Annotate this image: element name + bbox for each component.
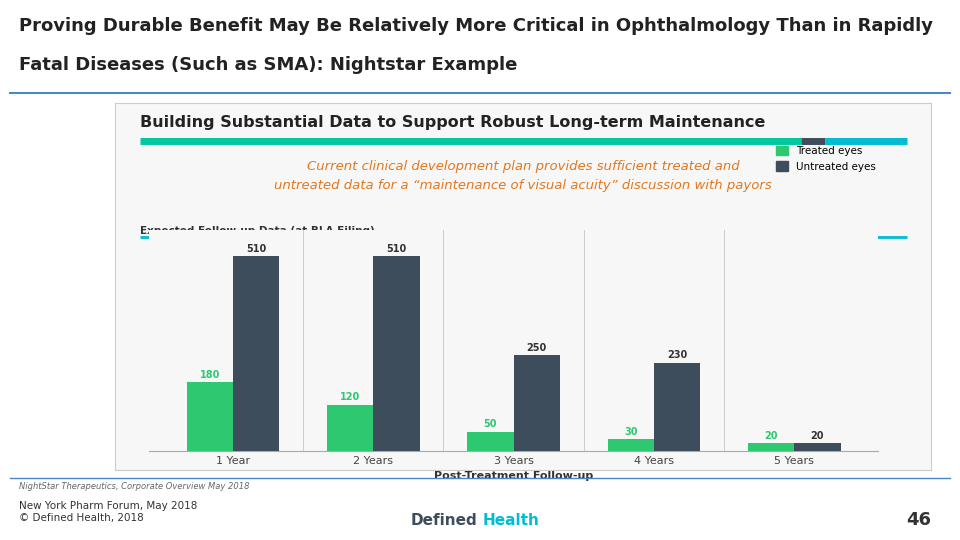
Text: Health: Health [483, 513, 540, 528]
Text: 250: 250 [527, 343, 547, 353]
Text: Fatal Diseases (Such as SMA): Nightstar Example: Fatal Diseases (Such as SMA): Nightstar … [19, 56, 517, 75]
Text: 46: 46 [906, 511, 931, 529]
Text: Proving Durable Benefit May Be Relatively More Critical in Ophthalmology Than in: Proving Durable Benefit May Be Relativel… [19, 17, 933, 36]
Bar [608, 440, 654, 451]
Bar [327, 405, 373, 451]
Bar [468, 432, 514, 451]
Text: New York Pharm Forum, May 2018
© Defined Health, 2018: New York Pharm Forum, May 2018 © Defined… [19, 501, 198, 523]
Text: Expected Follow-up Data (at BLA Filing): Expected Follow-up Data (at BLA Filing) [139, 226, 374, 235]
Text: 120: 120 [340, 393, 360, 402]
Text: 230: 230 [667, 350, 687, 360]
Text: 510: 510 [246, 244, 266, 254]
Bar [373, 256, 420, 451]
Bar [233, 256, 279, 451]
Bar [748, 443, 794, 451]
Text: 50: 50 [484, 419, 497, 429]
Text: Building Substantial Data to Support Robust Long-term Maintenance: Building Substantial Data to Support Rob… [139, 116, 765, 131]
Text: 180: 180 [200, 369, 220, 380]
Bar [514, 355, 560, 451]
Bar [794, 443, 841, 451]
Text: 510: 510 [386, 244, 407, 254]
Text: NightStar Therapeutics, Corporate Overview May 2018: NightStar Therapeutics, Corporate Overvi… [19, 482, 250, 491]
Text: Defined: Defined [410, 513, 477, 528]
Text: 20: 20 [764, 430, 778, 441]
Text: 30: 30 [624, 427, 637, 437]
X-axis label: Post-Treatment Follow-up: Post-Treatment Follow-up [434, 471, 593, 481]
Text: Current clinical development plan provides sufficient treated and
untreated data: Current clinical development plan provid… [275, 159, 772, 192]
Bar [186, 382, 233, 451]
Bar [654, 363, 700, 451]
Text: 20: 20 [810, 430, 824, 441]
Legend: Treated eyes, Untreated eyes: Treated eyes, Untreated eyes [772, 141, 880, 176]
